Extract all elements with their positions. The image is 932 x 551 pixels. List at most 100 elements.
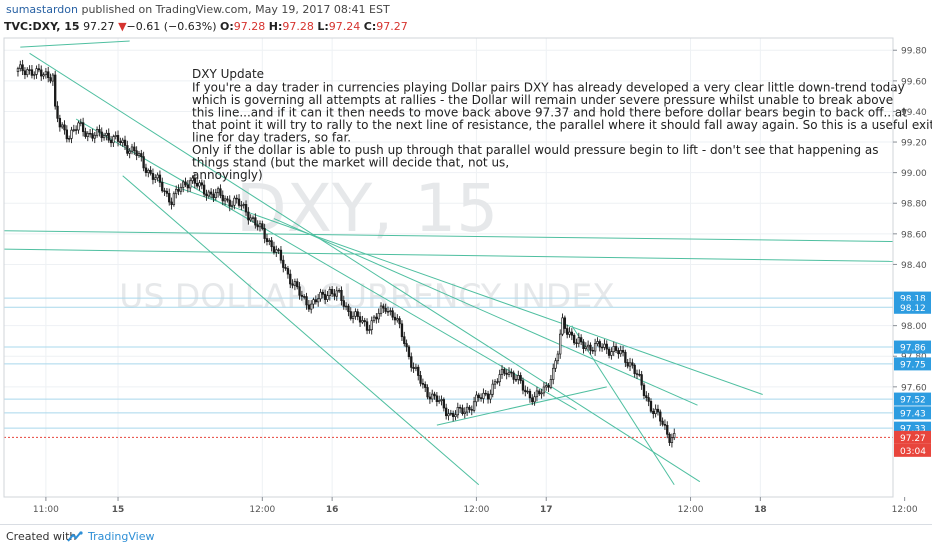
candle-body <box>496 381 499 383</box>
candle-body <box>563 317 567 329</box>
candle-body <box>354 311 357 317</box>
candle-body <box>612 346 615 352</box>
candle-body <box>489 393 492 400</box>
candle-body <box>147 169 150 173</box>
candle-body <box>23 70 27 76</box>
candle-body <box>107 132 110 141</box>
candle-body <box>156 174 159 179</box>
candle-body <box>233 197 236 206</box>
candle-body <box>105 132 108 136</box>
candle-body <box>79 122 82 124</box>
candle-body <box>70 129 73 139</box>
price-label: 97.86 <box>900 344 926 354</box>
candle-body <box>635 373 639 375</box>
candle-body <box>391 310 394 318</box>
symbol-label[interactable]: TVC:DXY, 15 <box>4 20 80 33</box>
trend-line <box>122 175 480 486</box>
candle-body <box>268 240 271 242</box>
candle-body <box>65 129 68 140</box>
price-label-box <box>894 406 931 420</box>
annotation-line: that point it will try to rally to the n… <box>192 118 932 132</box>
candle-body <box>556 353 560 362</box>
candle-body <box>330 289 334 295</box>
candle-body <box>189 180 192 189</box>
candle-body <box>88 132 92 135</box>
candle-body <box>193 177 196 184</box>
x-tick-label: 18 <box>754 505 767 515</box>
candle-body <box>584 346 587 349</box>
price-label-box <box>894 392 931 406</box>
candle-body <box>440 399 443 401</box>
x-tick-label: 15 <box>112 505 125 515</box>
candle-body <box>540 392 543 395</box>
trend-line <box>273 218 698 406</box>
candle-body <box>123 139 127 146</box>
candle-body <box>149 169 152 174</box>
candle-body <box>254 217 257 226</box>
candle-body <box>528 390 532 399</box>
candle-body <box>284 267 287 269</box>
candle-body <box>119 141 122 143</box>
candle-body <box>93 134 96 139</box>
candle-body <box>575 342 578 345</box>
candle-body <box>321 291 324 295</box>
candle-body <box>128 150 131 154</box>
candle-body <box>570 331 574 336</box>
candle-body <box>186 184 190 189</box>
x-tick-label: 11:00 <box>33 505 59 515</box>
candle-body <box>633 364 636 375</box>
candle-body <box>445 407 448 417</box>
candle-body <box>640 374 643 386</box>
candle-body <box>165 190 169 194</box>
ohlc-legend: TVC:DXY, 15 97.27 ▼−0.61 (−0.63%) O:97.2… <box>4 20 408 33</box>
candle-body <box>419 375 422 384</box>
annotation-line: things stand (but the market will decide… <box>192 156 509 170</box>
price-label-box <box>894 357 931 371</box>
candle-body <box>349 311 352 319</box>
candle-body <box>77 122 80 131</box>
candle-body <box>177 188 180 192</box>
candle-body <box>465 406 469 413</box>
price-label-box <box>894 340 931 354</box>
candle-body <box>340 289 343 301</box>
candle-body <box>659 411 662 422</box>
candle-body <box>161 182 164 192</box>
candle-body <box>647 397 650 402</box>
annotation-title: DXY Update <box>192 67 264 81</box>
candle-body <box>200 182 203 186</box>
candle-body <box>510 371 513 374</box>
candle-body <box>205 193 208 197</box>
candle-body <box>237 198 241 206</box>
candle-body <box>479 397 483 399</box>
candle-body <box>19 64 22 69</box>
candle-body <box>493 381 497 385</box>
candle-body <box>421 382 425 385</box>
candle-body <box>356 311 359 317</box>
candle-body <box>261 223 264 229</box>
close-label: C: <box>363 20 377 33</box>
candle-body <box>182 181 185 188</box>
candle-body <box>596 341 599 344</box>
trend-line <box>29 52 701 483</box>
candle-body <box>312 299 315 305</box>
candle-body <box>202 184 206 195</box>
change-value: −0.61 (−0.63%) <box>126 20 217 33</box>
author-link[interactable]: sumastardon <box>6 3 78 16</box>
candle-body <box>207 191 210 197</box>
candle-body <box>505 372 508 375</box>
candle-body <box>40 69 43 77</box>
tradingview-logo-icon[interactable] <box>67 531 85 543</box>
tradingview-brand-link[interactable]: TradingView <box>88 530 155 543</box>
y-tick-label: 98.00 <box>901 322 927 332</box>
annotation-line: this line...and if it can it then needs … <box>192 106 907 120</box>
candle-body <box>140 153 143 157</box>
candle-body <box>263 228 266 239</box>
candle-body <box>121 139 124 143</box>
candle-body <box>370 320 373 331</box>
candle-body <box>600 346 604 349</box>
candle-body <box>98 129 101 133</box>
candle-body <box>37 68 41 71</box>
candle-body <box>424 384 427 388</box>
candle-body <box>561 317 564 335</box>
